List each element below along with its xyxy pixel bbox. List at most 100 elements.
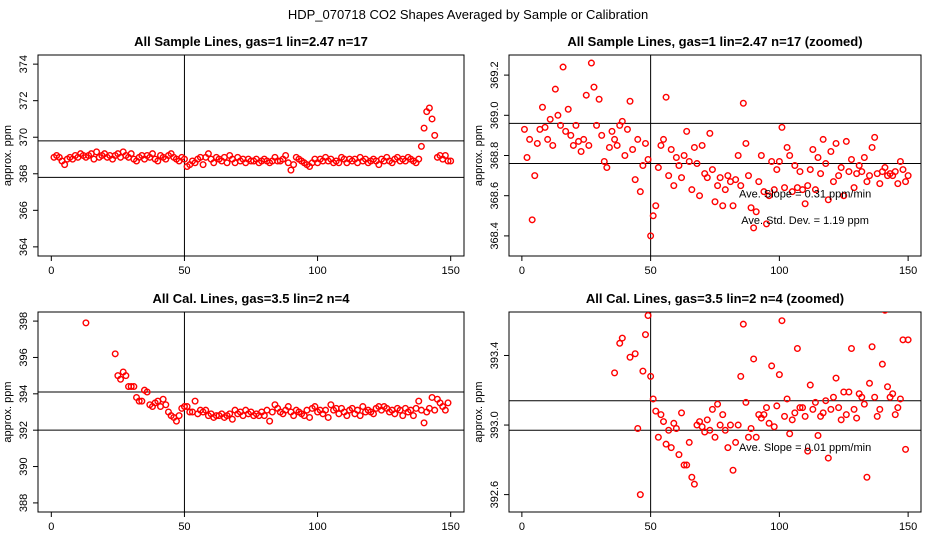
data-point [647, 232, 655, 240]
data-point [881, 312, 888, 314]
data-point [595, 95, 603, 103]
data-point [667, 444, 675, 452]
x-tick-label: 150 [899, 265, 917, 277]
data-point [538, 103, 546, 111]
data-point [768, 158, 776, 166]
data-point [657, 141, 665, 149]
data-point [763, 220, 771, 228]
data-point [665, 172, 673, 180]
data-point [806, 166, 814, 174]
y-tick-label: 394 [18, 385, 30, 403]
data-point [61, 161, 69, 169]
data-point [639, 162, 647, 170]
data-point [268, 408, 276, 416]
data-point [814, 431, 822, 439]
y-tick-label: 388 [18, 494, 30, 512]
data-point [585, 141, 593, 149]
panel-title: All Cal. Lines, gas=3.5 lin=2 n=4 (zoome… [586, 291, 844, 306]
data-point [672, 425, 680, 433]
y-tick-label: 374 [18, 55, 30, 73]
data-point [670, 419, 678, 427]
data-point [778, 317, 786, 325]
data-point [284, 403, 292, 411]
data-point [770, 186, 778, 194]
data-point [228, 415, 236, 423]
data-point [311, 403, 319, 411]
data-point [636, 188, 644, 196]
data-point [683, 461, 691, 469]
data-point [847, 345, 855, 353]
data-point [804, 447, 812, 455]
data-point [811, 398, 819, 406]
data-point [863, 178, 871, 186]
data-point [757, 151, 765, 159]
data-point [902, 178, 910, 186]
data-point [832, 374, 840, 382]
plot-frame [37, 311, 465, 513]
data-point [783, 395, 791, 403]
data-points [82, 319, 452, 427]
data-point [444, 157, 452, 165]
data-point [721, 426, 729, 434]
data-point [811, 186, 819, 194]
data-point [154, 157, 162, 165]
annotation-text: Ave. Std. Dev. = 1.19 ppm [741, 215, 869, 227]
data-point [884, 383, 892, 391]
data-point [569, 141, 577, 149]
data-point [799, 186, 807, 194]
data-point [629, 145, 637, 153]
y-tick-label: 392.6 [489, 481, 501, 509]
data-point [796, 168, 804, 176]
data-point [431, 131, 439, 139]
data-point [649, 212, 657, 220]
data-point [773, 402, 781, 410]
data-point [417, 142, 425, 150]
data-point [559, 63, 567, 71]
panel-title: All Sample Lines, gas=1 lin=2.47 n=17 [134, 34, 368, 49]
data-point [127, 150, 135, 158]
data-point [546, 115, 554, 123]
data-point [706, 129, 714, 137]
data-point [626, 97, 634, 105]
data-point [819, 135, 827, 143]
data-point [716, 174, 724, 182]
data-point [375, 161, 383, 169]
data-point [223, 159, 231, 167]
data-point [744, 433, 752, 441]
x-tick-label: 100 [308, 521, 326, 533]
data-point [809, 145, 817, 153]
data-point [850, 184, 858, 192]
data-point [793, 345, 801, 353]
data-point [868, 143, 876, 151]
data-point [572, 121, 580, 129]
data-point [93, 148, 101, 156]
data-point [775, 371, 783, 379]
x-tick-label: 100 [770, 521, 788, 533]
data-point [855, 162, 863, 170]
panel-title: All Sample Lines, gas=1 lin=2.47 n=17 (z… [567, 34, 862, 49]
data-point [172, 417, 180, 425]
data-point [737, 182, 745, 190]
data-point [835, 404, 843, 412]
y-tick-label: 368.4 [489, 222, 501, 250]
data-point [183, 403, 191, 411]
data-point [680, 151, 688, 159]
x-tick-label: 150 [442, 521, 460, 533]
data-point [199, 161, 207, 169]
data-point [554, 111, 562, 119]
data-point [608, 127, 616, 135]
data-point [904, 336, 912, 344]
x-tick-label: 150 [899, 521, 917, 533]
data-point [618, 334, 626, 342]
data-point [786, 151, 794, 159]
data-point [631, 350, 639, 358]
data-point [750, 224, 758, 232]
data-point [711, 198, 719, 206]
data-point [770, 423, 778, 431]
data-point [835, 172, 843, 180]
data-point [894, 404, 902, 412]
data-point [719, 411, 727, 419]
data-point [755, 178, 763, 186]
data-point [634, 425, 642, 433]
